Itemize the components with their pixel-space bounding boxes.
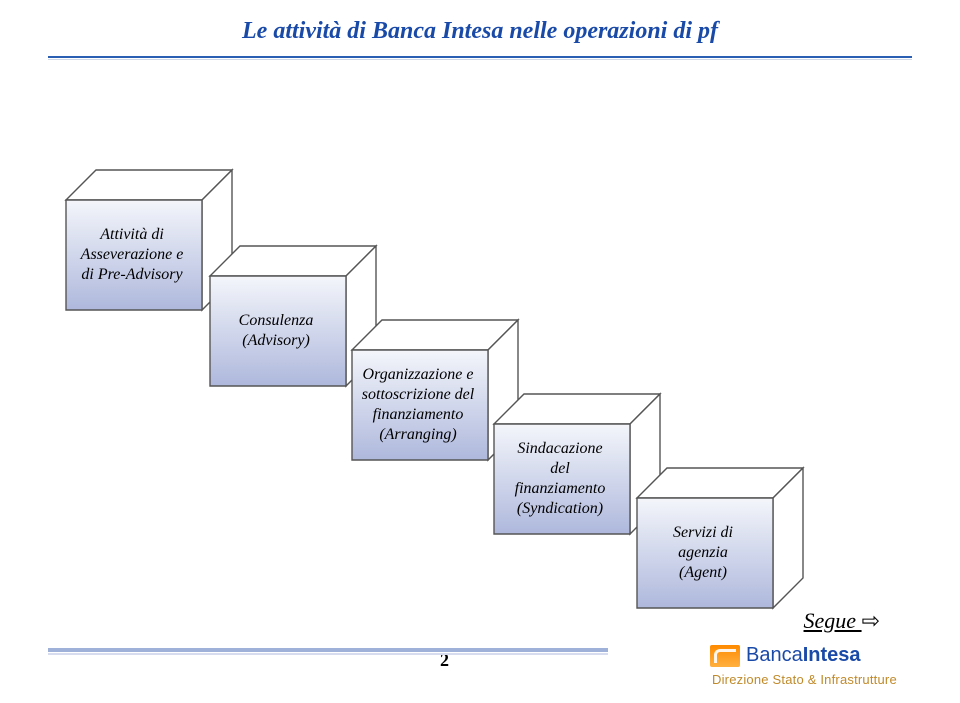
cube-label: Sindacazionedelfinanziamento(Syndication…	[498, 439, 622, 519]
brand-logo-mark	[710, 645, 740, 667]
brand-tagline: Direzione Stato & Infrastrutture	[712, 672, 897, 687]
footer: BancaIntesa Direzione Stato & Infrastrut…	[0, 0, 960, 50]
cube-label: Attività diAsseverazione edi Pre-Advisor…	[70, 225, 194, 285]
brand-logo: BancaIntesa	[710, 644, 861, 667]
footer-bar-bottom	[48, 653, 608, 660]
brand-logo-text-1: Banca	[746, 644, 803, 666]
cube-label: Servizi diagenzia(Agent)	[641, 523, 765, 583]
brand-logo-text: BancaIntesa	[746, 644, 861, 667]
title-divider-bottom	[48, 59, 912, 60]
cube-label: Organizzazione esottoscrizione delfinanz…	[356, 365, 480, 445]
cube-label: Consulenza(Advisory)	[214, 311, 338, 351]
cube-step: Servizi diagenzia(Agent)	[635, 466, 805, 621]
segue-label: Segue ⇨	[804, 608, 880, 634]
title-divider-top	[48, 56, 912, 58]
brand-logo-text-2: Intesa	[803, 644, 861, 666]
